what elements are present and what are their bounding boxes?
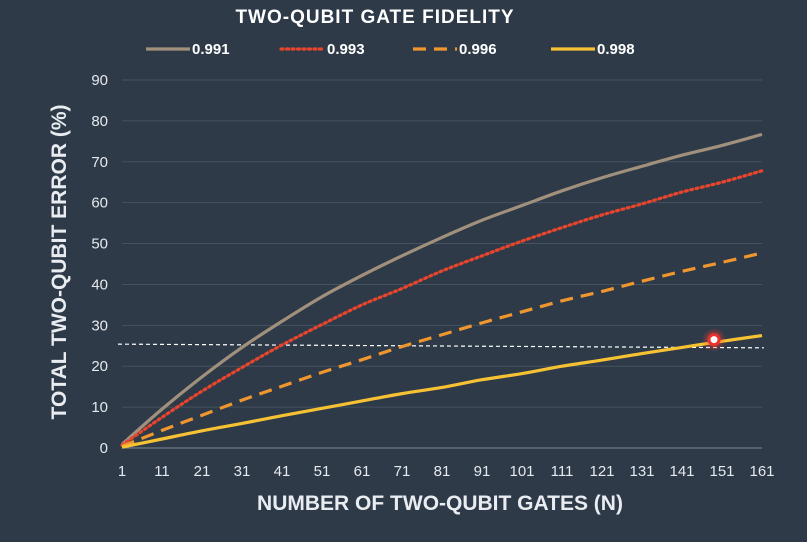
x-tick-label: 61 [354, 463, 371, 480]
y-tick-label: 70 [91, 154, 108, 171]
x-tick-label: 141 [669, 463, 694, 480]
x-tick-label: 21 [194, 463, 211, 480]
reference-line [117, 343, 765, 349]
y-tick-label: 80 [91, 113, 108, 130]
x-tick-label: 121 [589, 463, 614, 480]
reference-line-group [117, 343, 765, 349]
highlight-marker [707, 333, 721, 347]
series-line-0-991 [120, 132, 763, 446]
legend-label-0-996: 0.996 [459, 41, 497, 58]
y-tick-label: 10 [91, 399, 108, 416]
y-tick-label: 30 [91, 317, 108, 334]
grid-lines [122, 79, 762, 449]
x-tick-label: 41 [274, 463, 291, 480]
x-tick-label: 71 [394, 463, 411, 480]
chart-title: TWO-QUBIT GATE FIDELITY [235, 7, 514, 28]
legend: 0.991 0.993 0.996 0.998 [146, 41, 635, 58]
x-tick-label: 91 [474, 463, 491, 480]
y-tick-label: 90 [91, 72, 108, 89]
x-tick-label: 151 [709, 463, 734, 480]
x-tick-label: 51 [314, 463, 331, 480]
series-line-0-993 [120, 169, 764, 447]
x-tick-label: 1 [118, 463, 126, 480]
y-axis-ticks: 0 10 20 30 40 50 60 70 80 90 [91, 72, 108, 457]
x-tick-label: 81 [434, 463, 451, 480]
y-tick-label: 0 [100, 440, 108, 457]
x-tick-label: 111 [551, 463, 574, 480]
y-tick-label: 40 [91, 276, 108, 293]
legend-label-0-993: 0.993 [327, 41, 365, 58]
legend-label-0-991: 0.991 [192, 41, 230, 58]
x-tick-label: 161 [749, 463, 774, 480]
series-lines [120, 132, 764, 449]
x-axis-label: NUMBER OF TWO-QUBIT GATES (N) [257, 492, 623, 515]
x-tick-label: 131 [629, 463, 654, 480]
x-axis-ticks: 1 11 21 31 41 51 61 71 81 91 101 111 121 131 141 151 161 [118, 463, 775, 480]
highlight-marker-group [702, 327, 726, 352]
series-line-0-998 [121, 333, 763, 449]
x-tick-label: 31 [234, 463, 251, 480]
x-tick-label: 11 [154, 463, 170, 480]
y-axis-label: TOTAL TWO-QUBIT ERROR (%) [48, 105, 71, 420]
y-tick-label: 60 [91, 195, 108, 212]
legend-label-0-998: 0.998 [597, 41, 635, 58]
y-tick-label: 20 [91, 358, 108, 375]
y-tick-label: 50 [91, 236, 108, 253]
x-tick-label: 101 [509, 463, 534, 480]
series-line-0-996 [121, 251, 763, 448]
